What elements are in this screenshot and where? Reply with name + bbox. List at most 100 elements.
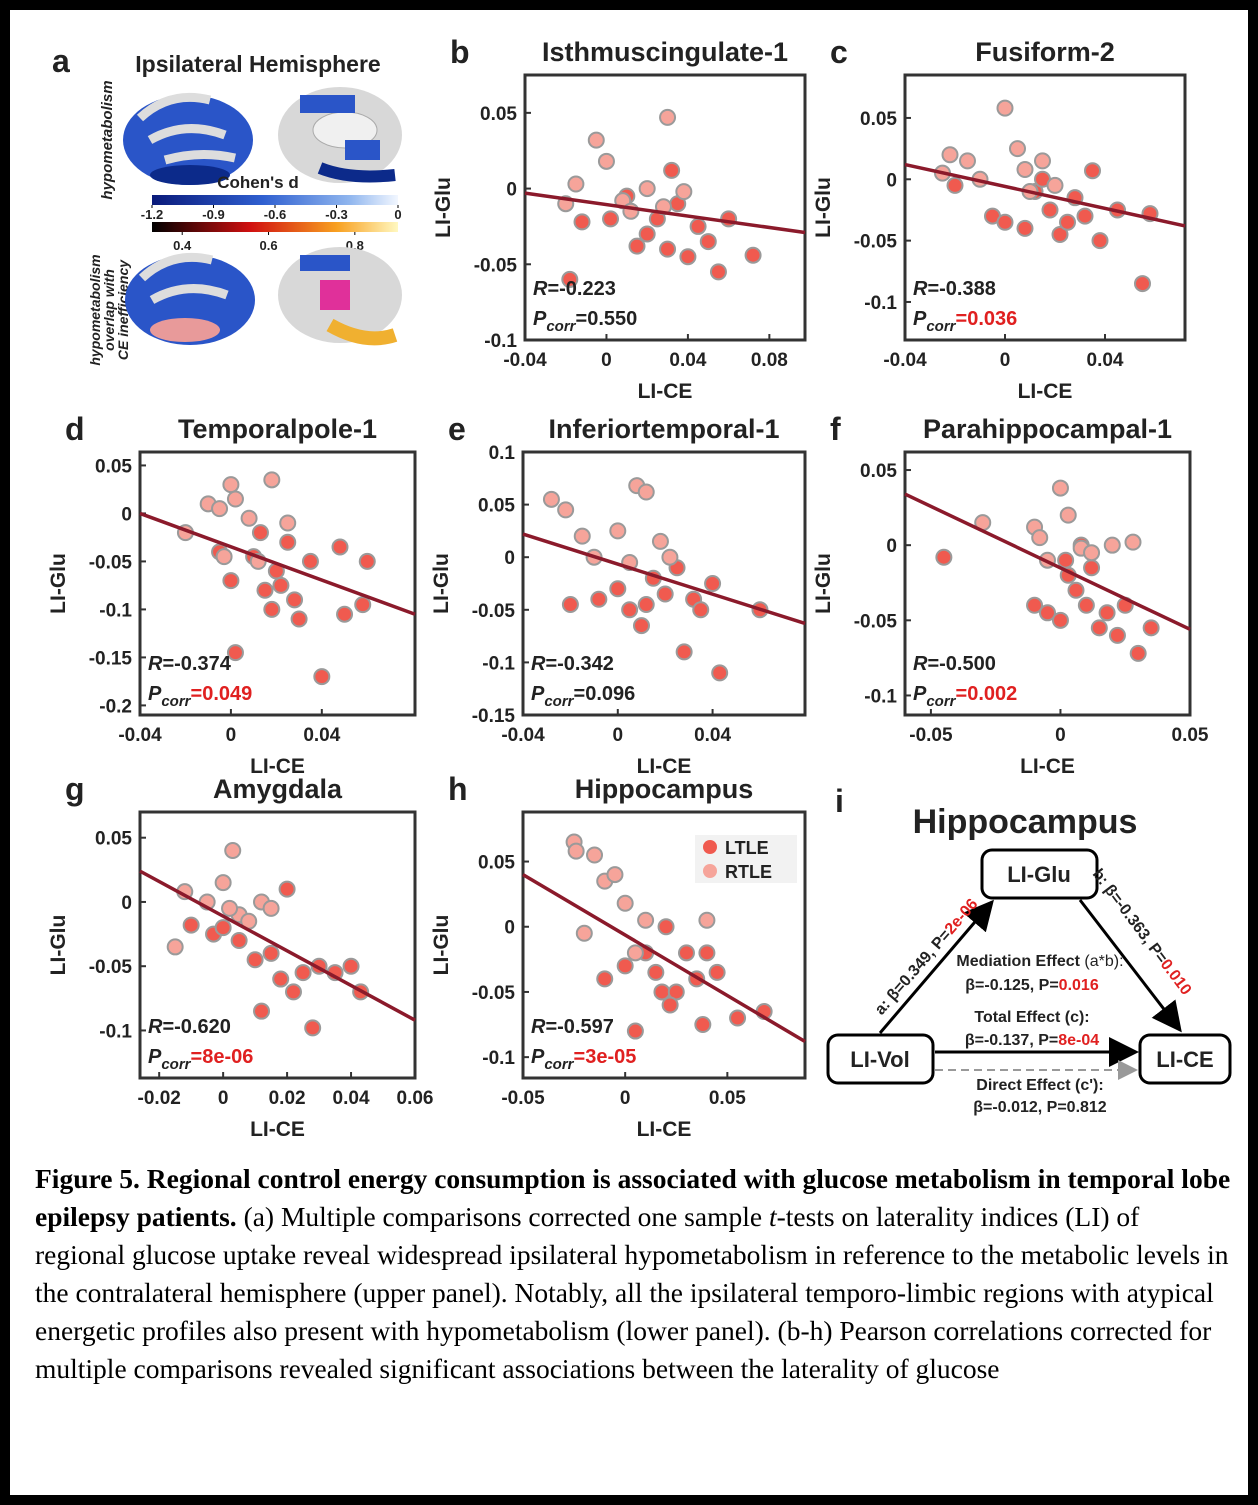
- panel-i: i Hippocampus LI-Glu LI-Vol LI-CE a: β=0…: [826, 783, 1232, 1116]
- panel-label: d: [65, 411, 85, 447]
- scatter-point: [590, 590, 608, 608]
- scatter-point: [1103, 536, 1121, 554]
- y-tick-label: 0.05: [478, 496, 515, 517]
- r-symbol: R: [913, 278, 928, 300]
- scatter-point: [675, 643, 693, 661]
- brain-medial-2: [278, 247, 402, 346]
- x-axis-label: LI-CE: [638, 380, 693, 403]
- colorbar-tick-label: -0.3: [325, 207, 347, 222]
- legend-marker: [703, 840, 717, 854]
- y-tick-label: -0.05: [474, 255, 518, 276]
- x-tick-label: 0.04: [303, 725, 340, 746]
- x-tick-label: 0.08: [751, 350, 788, 371]
- scatter-point: [211, 500, 229, 518]
- scatter-point: [230, 932, 248, 950]
- mediation-suffix: (a*b):: [1080, 953, 1124, 970]
- scatter-point: [222, 476, 240, 494]
- colorbar-tick-label: 0: [394, 207, 401, 222]
- fit-line: [522, 873, 806, 1043]
- colorbar-tick-label: -1.2: [141, 207, 163, 222]
- scatter-point: [609, 580, 627, 598]
- x-axis-label: LI-CE: [250, 1118, 305, 1141]
- chart-title: Amygdala: [213, 774, 343, 804]
- direct-title: Direct Effect (c'):: [976, 1077, 1103, 1094]
- scatter-point: [1041, 201, 1059, 219]
- chart-title: Isthmuscingulate-1: [542, 37, 788, 67]
- figure: a Ipsilateral Hemisphere hypometabolism …: [47, 34, 1232, 1141]
- p-value: =0.002: [956, 683, 1018, 705]
- scatter-point: [294, 964, 312, 982]
- scatter-panel: f Parahippocampal-1 LI-CE LI-Glu -0.05 0 0.05 -…: [812, 411, 1209, 778]
- y-tick-label: 0: [886, 170, 897, 191]
- panel-label: g: [65, 771, 85, 807]
- y-tick-label: 0: [121, 504, 132, 525]
- scatter-point: [354, 596, 372, 614]
- r-value: =-0.388: [927, 278, 995, 300]
- y-axis-label: LI-Glu: [432, 177, 455, 238]
- scatter-point: [1057, 551, 1075, 569]
- scatter-point: [263, 600, 281, 618]
- annotation-r: R=-0.388: [913, 278, 996, 300]
- fit-line: [904, 162, 1186, 228]
- scatter-point: [226, 644, 244, 662]
- y-tick-label: 0.05: [860, 461, 897, 482]
- scatter-point: [573, 213, 591, 231]
- scatter-point: [301, 552, 319, 570]
- scatter-point: [692, 601, 710, 619]
- x-tick-label: 0.05: [1172, 725, 1209, 746]
- panel-label: h: [448, 771, 468, 807]
- panel-a: a Ipsilateral Hemisphere hypometabolism …: [52, 43, 402, 366]
- scatter-point: [253, 1002, 271, 1020]
- scatter-point: [661, 548, 679, 566]
- scatter-point: [1108, 626, 1126, 644]
- node-label: LI-Vol: [850, 1047, 909, 1072]
- scatter-point: [166, 938, 184, 956]
- annotation-p: Pcorr=0.550: [533, 308, 637, 335]
- chart-title: Fusiform-2: [975, 37, 1115, 67]
- caption: Figure 5. Regional control energy consum…: [35, 1160, 1235, 1388]
- plot-frame: [903, 450, 1192, 717]
- scatter-point: [657, 918, 675, 936]
- x-tick-label: 0.04: [669, 350, 706, 371]
- scatter-point: [1016, 160, 1034, 178]
- scatter-point: [1034, 152, 1051, 170]
- chart-title: Parahippocampal-1: [923, 414, 1172, 444]
- direct-stats: β=-0.012, P=0.812: [973, 1099, 1107, 1116]
- colorbar-tick-label: 0.6: [259, 238, 277, 253]
- annotation-r: R=-0.500: [913, 653, 996, 675]
- stats-p: 8e-04: [1058, 1032, 1099, 1049]
- scatter-point: [1051, 479, 1069, 497]
- panel-title: Hippocampus: [913, 803, 1138, 841]
- scatter-point: [935, 548, 953, 566]
- x-tick-label: -0.05: [909, 725, 953, 746]
- scatter-point: [542, 490, 560, 508]
- scatter-point: [602, 210, 620, 228]
- plot-frame: [521, 450, 807, 717]
- panel-label: f: [830, 411, 841, 447]
- p-subscript: corr: [161, 693, 191, 710]
- x-tick-label: -0.04: [501, 725, 545, 746]
- p-value: =8e-06: [191, 1046, 254, 1068]
- scatter-point: [1083, 544, 1101, 562]
- legend-label: RTLE: [725, 862, 772, 882]
- p-subscript: corr: [546, 318, 576, 335]
- scatter-point: [240, 509, 258, 527]
- scatter-panel: g Amygdala LI-CE LI-Glu -0.02 0 0.02 0.04 0.06 -0…: [47, 771, 433, 1141]
- x-tick-label: -0.04: [883, 350, 927, 371]
- scatter-point: [256, 581, 274, 599]
- scatter-point: [946, 176, 964, 194]
- x-tick-label: 0: [1000, 350, 1011, 371]
- scatter-panel: d Temporalpole-1 LI-CE LI-Glu -0.04 0 0.04 -0.2…: [47, 411, 417, 778]
- x-tick-label: 0.04: [1087, 350, 1124, 371]
- y-axis-label: LI-Glu: [430, 553, 453, 614]
- scatter-point: [1026, 596, 1044, 614]
- scatter-point: [263, 471, 281, 489]
- y-tick-label: 0.05: [95, 456, 132, 477]
- y-tick-label: -0.05: [89, 552, 133, 573]
- y-axis-label: LI-Glu: [47, 915, 70, 976]
- scatter-point: [1098, 604, 1116, 622]
- scatter-point: [358, 552, 376, 570]
- node-box: [1138, 1033, 1232, 1085]
- scatter-point: [331, 538, 349, 556]
